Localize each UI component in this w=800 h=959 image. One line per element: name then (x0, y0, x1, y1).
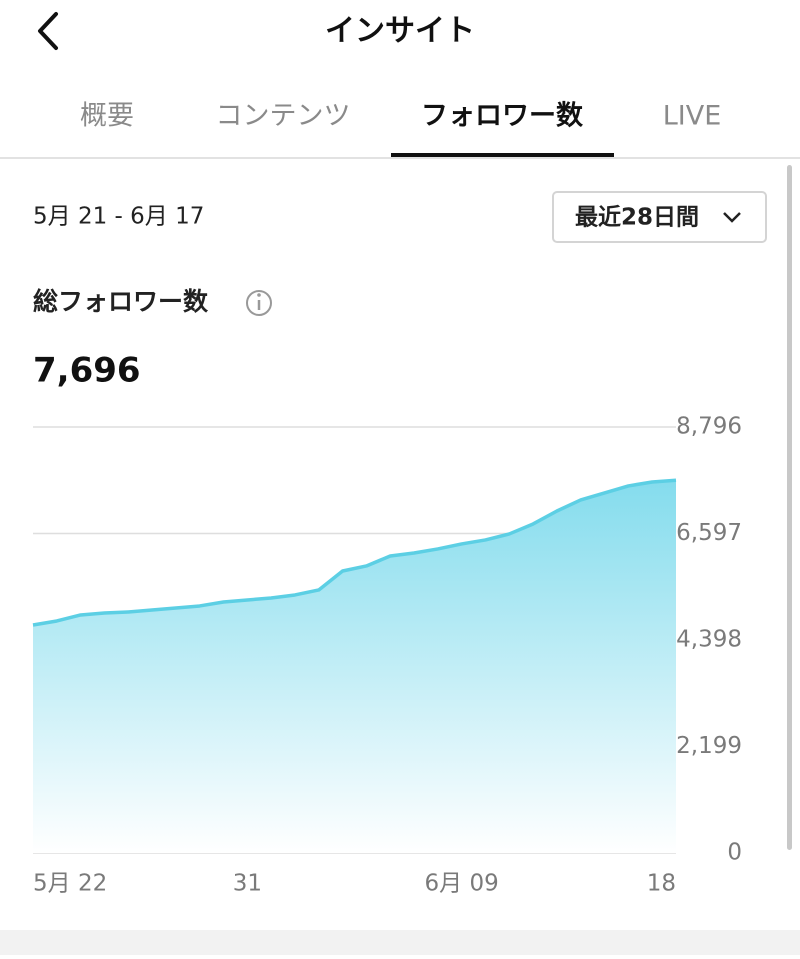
x-tick-label: 6月 09 (425, 871, 499, 897)
tab-bar: 概要 コンテンツ フォロワー数 LIVE (80, 101, 722, 157)
date-range: 5月 21 - 6月 17 (33, 204, 204, 230)
info-icon[interactable] (246, 290, 272, 316)
chart: 0 2,199 4,398 6,597 8,796 5月 22 31 6月 09 18 (32, 414, 742, 897)
back-button[interactable] (38, 12, 58, 50)
tab[interactable]: フォロワー数 (421, 101, 584, 132)
y-tick-label: 4,398 (676, 627, 742, 653)
y-tick-label: 0 (727, 840, 742, 866)
y-tick-label: 8,796 (676, 414, 742, 440)
metric-label: 総フォロワー数 (33, 287, 209, 316)
period-dropdown[interactable]: 最近28日間 (552, 191, 767, 243)
y-tick-label: 2,199 (676, 733, 742, 759)
x-tick-label: 31 (233, 871, 262, 897)
tab[interactable]: 概要 (80, 101, 134, 132)
tab[interactable]: コンテンツ (216, 101, 351, 132)
metric-total: 7,696 (33, 351, 141, 391)
x-tick-label: 18 (647, 871, 676, 897)
info-dot[interactable] (257, 293, 261, 297)
info-circle[interactable] (246, 290, 272, 316)
line (32, 478, 677, 627)
dropdown-chevron[interactable] (723, 212, 741, 223)
page-title: インサイト (325, 14, 475, 49)
x-tick-label: 5月 22 (33, 871, 107, 897)
active-tab-indicator (391, 153, 614, 157)
tab[interactable]: LIVE (663, 101, 722, 132)
dropdown-label[interactable]: 最近28日間 (575, 205, 699, 231)
dropdown-box[interactable] (552, 191, 767, 243)
scrollbar (787, 165, 792, 850)
area-fill (33, 480, 676, 853)
y-tick-label: 6,597 (676, 520, 742, 546)
footer-band (0, 930, 800, 955)
